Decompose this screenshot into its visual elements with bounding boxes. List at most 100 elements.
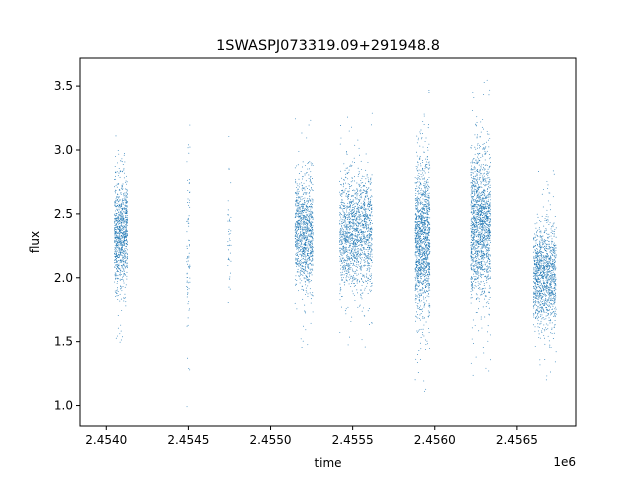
data-point xyxy=(295,179,296,181)
data-point xyxy=(125,240,127,242)
data-point xyxy=(339,260,341,262)
data-point xyxy=(306,252,308,254)
data-point xyxy=(115,215,117,217)
data-point xyxy=(350,321,352,323)
data-point xyxy=(359,281,361,283)
data-point xyxy=(417,243,419,244)
data-point xyxy=(120,260,122,262)
data-point xyxy=(309,234,311,236)
data-point xyxy=(371,282,373,284)
data-point xyxy=(356,204,358,206)
data-point xyxy=(302,229,304,231)
data-point xyxy=(417,314,418,315)
data-point xyxy=(341,177,343,179)
data-point xyxy=(484,316,486,318)
data-point xyxy=(304,199,305,201)
data-point xyxy=(484,263,486,265)
data-point xyxy=(304,237,306,239)
data-point xyxy=(299,226,301,228)
data-point xyxy=(348,264,350,266)
data-point xyxy=(362,241,364,243)
data-point xyxy=(419,270,420,272)
data-point xyxy=(364,203,366,205)
data-point xyxy=(367,293,369,295)
data-point xyxy=(346,196,348,197)
data-point xyxy=(227,249,229,251)
data-point xyxy=(425,212,427,214)
data-point xyxy=(425,193,427,194)
data-point xyxy=(361,298,363,300)
data-point xyxy=(355,242,357,244)
data-point xyxy=(369,183,371,185)
data-point xyxy=(304,221,306,223)
data-point xyxy=(349,206,351,208)
data-point xyxy=(227,259,229,261)
data-point xyxy=(428,267,430,269)
data-point xyxy=(302,210,304,211)
data-point xyxy=(309,241,311,243)
data-point xyxy=(420,170,422,172)
data-point xyxy=(296,265,297,267)
data-point xyxy=(417,190,419,192)
data-point xyxy=(371,195,373,197)
data-point xyxy=(117,235,119,237)
data-point xyxy=(425,257,427,259)
data-point xyxy=(417,243,419,245)
data-point xyxy=(229,244,231,246)
data-point xyxy=(427,310,429,312)
data-point xyxy=(121,203,123,205)
data-point xyxy=(349,228,351,230)
data-point xyxy=(345,260,347,262)
data-point xyxy=(424,177,425,179)
data-point xyxy=(307,296,309,297)
data-point xyxy=(354,208,355,210)
data-point xyxy=(307,254,308,256)
data-point xyxy=(345,232,347,233)
data-point xyxy=(417,209,419,211)
data-point xyxy=(424,286,426,288)
data-point xyxy=(301,223,303,225)
data-point xyxy=(428,203,430,205)
data-point xyxy=(297,258,299,259)
data-point xyxy=(119,300,121,302)
data-point xyxy=(125,211,127,213)
data-point xyxy=(299,240,301,242)
data-point xyxy=(423,115,425,117)
data-point xyxy=(420,230,422,232)
data-point xyxy=(114,233,116,235)
data-point xyxy=(116,278,118,280)
data-point xyxy=(370,205,372,206)
data-point xyxy=(117,295,119,296)
data-point xyxy=(311,241,313,243)
data-point xyxy=(427,250,429,252)
data-point xyxy=(346,209,348,211)
data-point xyxy=(420,328,422,330)
data-point xyxy=(357,231,359,233)
data-point xyxy=(120,216,122,218)
data-point xyxy=(344,253,345,255)
data-point xyxy=(117,194,119,196)
data-point xyxy=(349,249,351,251)
data-point xyxy=(353,279,355,281)
data-point xyxy=(344,220,346,222)
data-point xyxy=(298,271,300,273)
data-point xyxy=(115,232,117,234)
data-point xyxy=(369,201,371,203)
data-point xyxy=(423,260,425,262)
data-point xyxy=(227,220,229,222)
data-point xyxy=(358,223,359,225)
data-point xyxy=(354,299,356,301)
data-point xyxy=(339,222,340,224)
data-point xyxy=(486,252,488,254)
data-point xyxy=(425,245,427,247)
data-point xyxy=(118,200,120,202)
data-point xyxy=(415,251,417,253)
data-point xyxy=(416,270,418,272)
data-point xyxy=(416,190,418,192)
data-point xyxy=(365,192,367,194)
data-point xyxy=(419,247,420,249)
data-point xyxy=(307,219,309,221)
data-point xyxy=(298,265,300,267)
data-point xyxy=(357,190,359,192)
data-point xyxy=(368,205,370,207)
